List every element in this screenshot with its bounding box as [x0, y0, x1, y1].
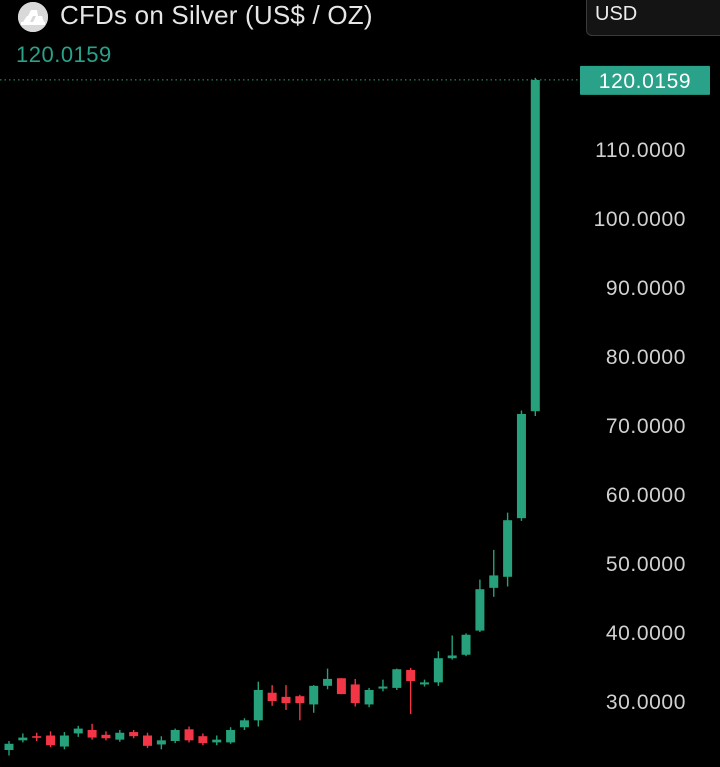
candle-body — [309, 685, 319, 705]
candle-body — [170, 729, 180, 742]
candle-body — [73, 728, 83, 734]
candle-body — [323, 678, 333, 686]
y-tick-label: 70.0000 — [606, 415, 686, 438]
candle-body — [530, 80, 540, 412]
y-tick-label: 60.0000 — [606, 484, 686, 507]
candle-body — [239, 720, 249, 728]
candle-body — [156, 740, 166, 745]
candle-body — [350, 684, 360, 704]
silver-bars-icon — [18, 2, 48, 32]
candle-body — [46, 735, 56, 746]
y-tick-label: 90.0000 — [606, 277, 686, 300]
currency-select[interactable]: USD — [586, 0, 720, 36]
candle-body — [184, 729, 194, 741]
y-tick-label: 50.0000 — [606, 553, 686, 576]
candle-body — [420, 682, 429, 685]
candle-body — [281, 696, 291, 704]
y-tick-label: 100.0000 — [594, 208, 686, 231]
last-price-value: 120.0159 — [16, 42, 112, 67]
candle-body — [364, 689, 374, 705]
candle-body — [143, 735, 152, 746]
candle-body — [212, 739, 222, 743]
candle-body — [115, 732, 125, 740]
y-tick-label: 30.0000 — [606, 691, 686, 714]
candle-body — [392, 669, 402, 688]
candle-body — [32, 736, 42, 738]
y-tick-label: 110.0000 — [595, 139, 686, 162]
candle-body — [59, 735, 69, 747]
candle-body — [4, 743, 14, 750]
candle-body — [447, 655, 457, 659]
candle-body — [461, 634, 471, 655]
chart-header: CFDs on Silver (US$ / OZ) 120.0159 USD — [0, 0, 720, 70]
candle-body — [336, 678, 346, 695]
candle-body — [489, 575, 499, 588]
candle-body — [18, 737, 28, 741]
candle-body — [87, 729, 97, 738]
y-tick-label: 80.0000 — [606, 346, 686, 369]
candle-body — [516, 413, 526, 519]
symbol-title[interactable]: CFDs on Silver (US$ / OZ) — [60, 0, 373, 30]
candle-body — [503, 520, 513, 577]
silver-bars-icon-graphic — [18, 2, 48, 32]
last-price-tag-label: 120.0159 — [599, 70, 691, 93]
candle-body — [295, 696, 305, 704]
candle-body — [253, 689, 263, 721]
candle-body — [406, 669, 416, 681]
candle-body — [129, 732, 139, 737]
candle-body — [267, 692, 277, 701]
currency-select-value: USD — [595, 3, 638, 25]
candle-body — [226, 729, 236, 743]
candle-body — [378, 686, 388, 689]
candle-body — [101, 734, 111, 739]
y-tick-label: 40.0000 — [606, 622, 686, 645]
candle-body — [433, 658, 443, 683]
candle-body — [475, 589, 485, 631]
candle-body — [198, 736, 208, 744]
last-price-tag — [580, 65, 710, 95]
